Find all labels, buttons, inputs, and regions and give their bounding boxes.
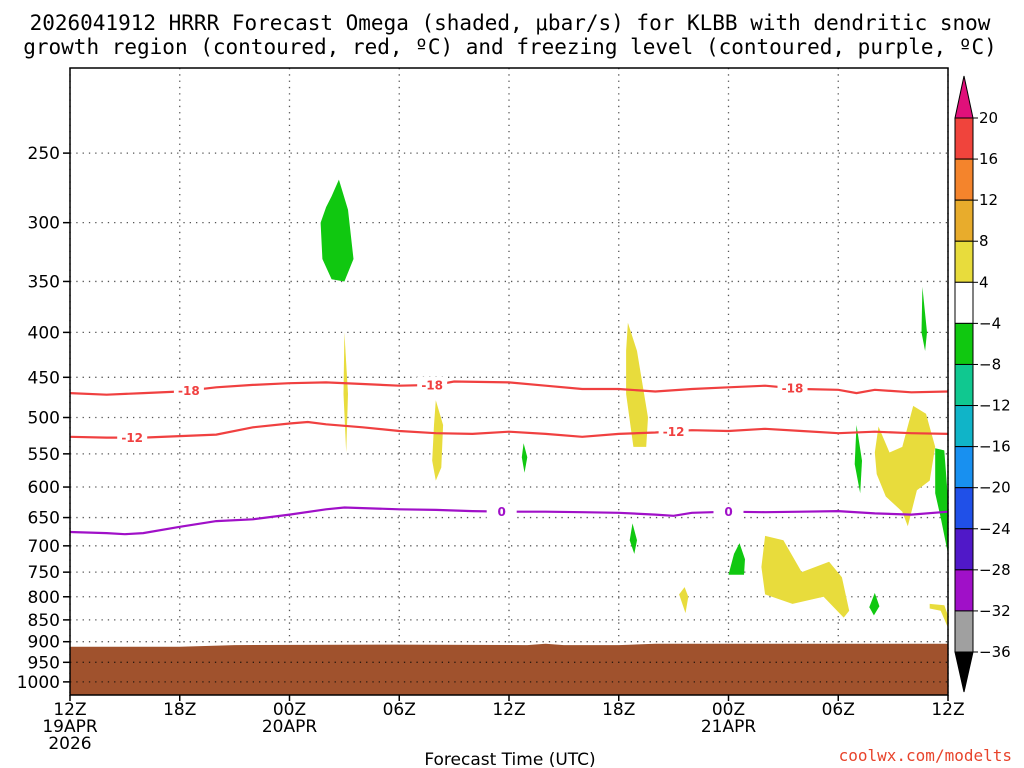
colorbar-label: −28 <box>979 561 1011 579</box>
chart-subtitle: growth region (contoured, red, ºC) and f… <box>23 35 997 59</box>
contour-line-neg12 <box>69 420 949 439</box>
colorbar-cap-top <box>954 75 974 119</box>
colorbar-box <box>954 199 974 242</box>
omega-shade-region <box>343 332 348 453</box>
contour-label-bg <box>417 376 448 393</box>
colorbar-label: 8 <box>979 232 989 250</box>
credit-link[interactable]: coolwx.com/modelts <box>839 746 1012 765</box>
contour-label-bg <box>777 380 808 397</box>
colorbar-label: 20 <box>979 109 998 127</box>
x-tick-label: 12Z <box>931 700 964 720</box>
x-tick-label: 00Z <box>273 700 306 720</box>
contour-label: -18 <box>421 378 443 392</box>
contour-label: -12 <box>663 425 685 439</box>
y-tick-label: 550 <box>28 445 60 465</box>
x-axis-label: Forecast Time (UTC) <box>424 750 595 768</box>
colorbar: 20 16 12 8 4 −4 −8 −12 −16 −20 −24 −28 −32 −36 <box>954 75 1011 693</box>
omega-shade-region <box>521 443 528 473</box>
colorbar-box <box>954 281 974 324</box>
x-tick-label: 12Z <box>53 700 86 720</box>
x-tick-label: 00Z <box>712 700 745 720</box>
contour-label: 0 <box>724 505 732 519</box>
omega-shade-region <box>929 603 948 628</box>
colorbar-box <box>954 487 974 530</box>
contour-label: 0 <box>498 505 506 519</box>
y-tick-label: 900 <box>28 633 60 653</box>
omega-shade-region <box>728 543 745 575</box>
omega-shade-region <box>432 400 444 481</box>
colorbar-box <box>954 117 974 160</box>
colorbar-label: 12 <box>979 191 998 209</box>
y-tick-label: 400 <box>28 323 60 343</box>
x-tick-label: 06Z <box>822 700 855 720</box>
y-tick-label: 750 <box>28 563 60 583</box>
y-tick-label: 1000 <box>17 673 60 693</box>
contour-label-bg <box>486 503 517 520</box>
colorbar-label: −20 <box>979 479 1011 497</box>
x-tick-label: 2026 <box>48 734 91 754</box>
contour-label: -18 <box>178 384 200 398</box>
omega-shade-region <box>629 523 637 554</box>
omega-shade-region <box>921 286 927 351</box>
omega-shade-region <box>626 322 648 447</box>
colorbar-label: −16 <box>979 438 1011 456</box>
colorbar-box <box>954 240 974 283</box>
y-tick-label: 650 <box>28 509 60 529</box>
colorbar-box <box>954 158 974 201</box>
contour-label-bg <box>658 423 689 440</box>
colorbar-box <box>954 322 974 365</box>
y-tick-label: 250 <box>28 144 60 164</box>
y-tick-label: 850 <box>28 611 60 631</box>
chart-title: 2026041912 HRRR Forecast Omega (shaded, … <box>30 11 991 35</box>
colorbar-box <box>954 363 974 407</box>
contour-label: -18 <box>782 382 804 396</box>
omega-shade-region <box>320 179 354 282</box>
x-tick-label: 12Z <box>492 700 525 720</box>
colorbar-label: −24 <box>979 520 1011 538</box>
plot-area: -18 -18 -18 -12 -12 0 0 <box>69 68 949 695</box>
colorbar-box <box>954 528 974 571</box>
contour-label-bg <box>117 429 148 446</box>
colorbar-label: 16 <box>979 150 998 168</box>
omega-shade-region <box>761 535 850 618</box>
colorbar-box <box>954 610 974 653</box>
colorbar-cap-bottom <box>954 651 974 693</box>
colorbar-label: −8 <box>979 355 1001 373</box>
y-tick-label: 500 <box>28 408 60 428</box>
omega-shade-region <box>869 592 880 616</box>
contour-label: -12 <box>121 431 143 445</box>
omega-shade-region <box>679 587 689 614</box>
y-tick-label: 700 <box>28 537 60 557</box>
colorbar-label: −4 <box>979 314 1001 332</box>
contour-label-bg <box>713 503 744 520</box>
contour-line-neg18 <box>69 380 949 396</box>
colorbar-label: −12 <box>979 397 1011 415</box>
terrain-fill <box>70 643 948 695</box>
colorbar-box <box>954 405 974 448</box>
colorbar-label: −36 <box>979 643 1011 661</box>
omega-shade-region <box>935 448 948 554</box>
y-tick-label: 950 <box>28 653 60 673</box>
x-tick-label: 18Z <box>163 700 196 720</box>
x-tick-label: 18Z <box>602 700 635 720</box>
x-tick-label: 19APR <box>42 717 98 737</box>
x-tick-label: 20APR <box>262 717 318 737</box>
omega-shade-region <box>854 425 862 494</box>
axes: 2503003504004505005506006507007508008509… <box>17 67 965 754</box>
colorbar-label: −32 <box>979 602 1011 620</box>
x-tick-label: 06Z <box>383 700 416 720</box>
colorbar-box <box>954 446 974 489</box>
y-tick-label: 350 <box>28 272 60 292</box>
y-tick-label: 300 <box>28 214 60 234</box>
omega-shade-region <box>874 405 936 527</box>
colorbar-label: 4 <box>979 273 989 291</box>
colorbar-box <box>954 569 974 612</box>
y-tick-label: 800 <box>28 588 60 608</box>
y-tick-label: 600 <box>28 478 60 498</box>
x-tick-label: 21APR <box>701 717 757 737</box>
y-tick-label: 450 <box>28 368 60 388</box>
contour-label-bg <box>173 382 204 399</box>
